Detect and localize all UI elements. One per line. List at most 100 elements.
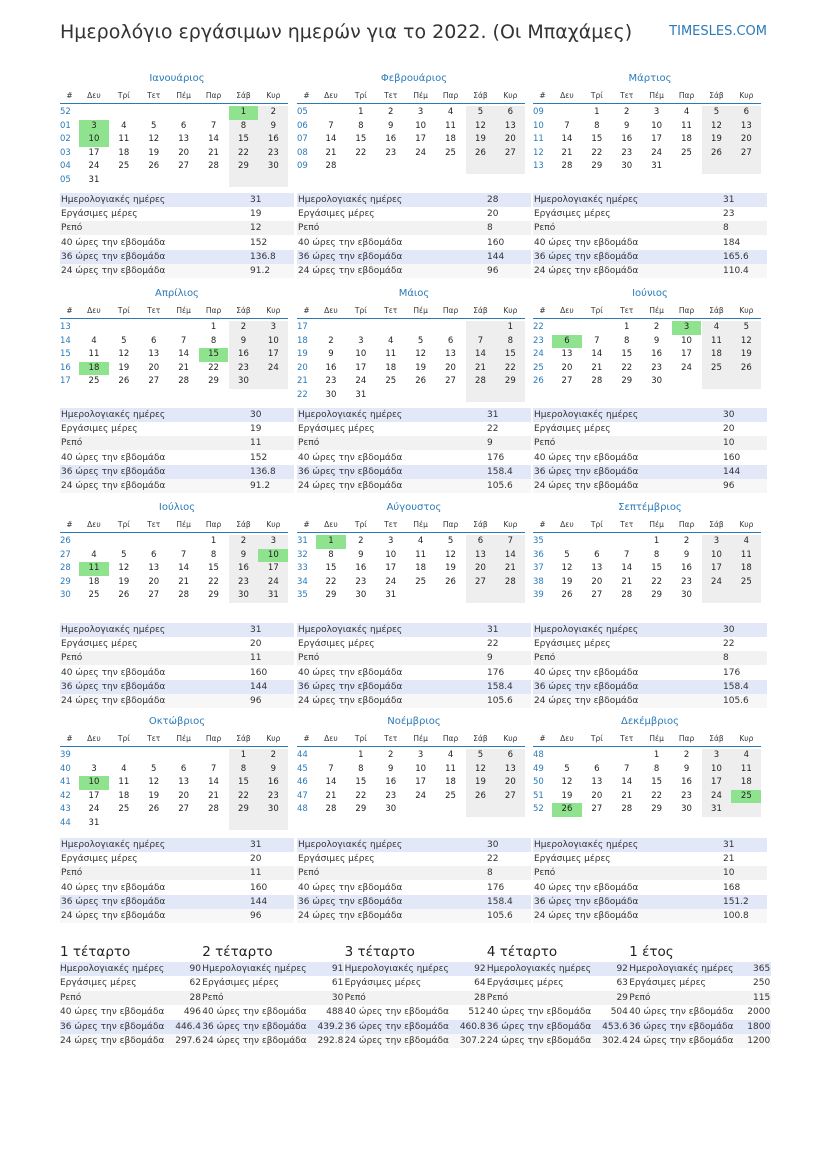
day-cell: 18 — [385, 362, 397, 373]
day-cell: 16 — [651, 349, 663, 359]
stat-value: 144 — [487, 251, 505, 262]
stat-label: 36 ώρες την εβδομάδα — [534, 681, 639, 692]
day-cell — [169, 817, 199, 831]
stat-row — [297, 464, 531, 479]
summary-value: 91 — [331, 964, 344, 974]
day-cell: 31 — [651, 161, 663, 171]
day-cell: 4 — [417, 536, 424, 546]
day-cell: 4 — [731, 749, 762, 763]
day-cell: 26 — [701, 146, 732, 160]
day-cell: 3 — [388, 536, 394, 546]
stat-value: 8 — [487, 223, 493, 234]
stat-row — [297, 436, 531, 451]
day-cell: 21 — [495, 562, 526, 576]
summary-value: 488 — [326, 1007, 344, 1018]
summary-row — [344, 962, 487, 976]
day-cell — [701, 160, 732, 174]
week-number: 02 — [60, 134, 71, 144]
summary-row — [486, 976, 629, 991]
stat-label: Εργάσιμες μέρες — [298, 424, 375, 435]
weekday-header: Κυρ — [503, 91, 518, 100]
week-number: 51 — [533, 790, 544, 801]
day-cell: 25 — [681, 147, 692, 158]
stat-label: Ρεπό — [534, 868, 556, 879]
weekday-header: Παρ — [678, 734, 695, 743]
day-cell — [169, 749, 199, 763]
stat-value: 28 — [487, 195, 499, 205]
day-cell: 5 — [121, 549, 127, 560]
stat-value: 9 — [487, 438, 493, 449]
day-cell: 27 — [465, 575, 496, 589]
day-cell: 7 — [564, 120, 570, 131]
summary-title: 2 τέταρτο — [202, 944, 273, 960]
day-cell: 15 — [208, 563, 219, 573]
day-cell: 21 — [591, 362, 603, 373]
day-cell — [552, 749, 582, 763]
stat-row — [297, 422, 531, 437]
day-cell: 16 — [325, 362, 337, 373]
stat-value: 12 — [250, 223, 262, 234]
day-cell: 18 — [681, 134, 692, 144]
day-cell: 23 — [258, 789, 289, 803]
stat-value: 30 — [723, 625, 735, 635]
day-cell: 21 — [208, 790, 219, 801]
weekday-header: Σάβ — [473, 520, 488, 529]
stat-value: 22 — [723, 639, 735, 650]
stat-value: 151.2 — [723, 896, 749, 907]
summary-label: Εργάσιμες μέρες — [486, 978, 564, 989]
day-cell — [258, 816, 289, 830]
stat-label: Εργάσιμες μέρες — [61, 424, 138, 435]
week-number: 17 — [297, 322, 308, 332]
day-cell: 21 — [208, 147, 219, 158]
day-cell: 15 — [355, 134, 367, 144]
week-number: 03 — [60, 147, 71, 158]
summary-value: 63 — [616, 978, 628, 989]
day-cell: 23 — [651, 362, 663, 373]
week-number: 01 — [60, 120, 71, 131]
stat-row — [533, 193, 767, 207]
day-cell: 19 — [148, 790, 160, 801]
weekday-header: Κυρ — [503, 306, 518, 315]
stat-row — [60, 408, 294, 422]
stat-row — [60, 479, 294, 493]
day-cell: 22 — [621, 362, 633, 373]
day-cell: 13 — [148, 563, 160, 573]
weekday-header: Τρί — [590, 91, 603, 100]
summary-label: 40 ώρες την εβδομάδα — [629, 1007, 734, 1018]
day-cell: 28 — [621, 590, 633, 600]
day-cell: 17 — [355, 362, 367, 373]
day-cell: 13 — [465, 548, 496, 562]
day-cell — [701, 375, 732, 389]
day-cell: 25 — [701, 361, 732, 375]
day-cell: 2 — [228, 535, 259, 549]
stat-row — [533, 464, 767, 479]
weekday-header: Πέμ — [649, 306, 664, 315]
day-cell: 12 — [731, 334, 762, 348]
stat-label: 24 ώρες την εβδομάδα — [534, 696, 639, 706]
day-cell — [612, 535, 642, 549]
day-cell: 13 — [148, 349, 160, 359]
stat-row — [60, 193, 294, 207]
weekday-header: Σάβ — [236, 306, 251, 315]
day-cell: 13 — [495, 762, 526, 776]
stat-label: Ημερολογιακές ημέρες — [534, 410, 639, 420]
day-cell: 5 — [151, 120, 157, 131]
stat-value: 144 — [250, 681, 268, 692]
weekday-header: Δευ — [324, 91, 338, 100]
stat-label: 36 ώρες την εβδομάδα — [61, 251, 166, 262]
stat-value: 96 — [723, 481, 735, 491]
weekday-header: # — [303, 520, 310, 529]
weekday-header: Παρ — [205, 520, 222, 529]
stat-value: 8 — [487, 868, 493, 879]
weekday-header: Τετ — [620, 520, 634, 529]
stat-label: 36 ώρες την εβδομάδα — [298, 466, 403, 477]
stat-row — [60, 651, 294, 666]
summary-value: 302.4 — [602, 1036, 628, 1046]
day-cell: 18 — [701, 348, 732, 362]
day-cell — [436, 389, 466, 403]
day-cell: 27 — [148, 376, 160, 386]
summary-value: 2000 — [747, 1007, 771, 1018]
day-cell: 14 — [208, 134, 219, 144]
stat-label: Ρεπό — [61, 223, 83, 234]
week-number: 16 — [60, 362, 71, 373]
